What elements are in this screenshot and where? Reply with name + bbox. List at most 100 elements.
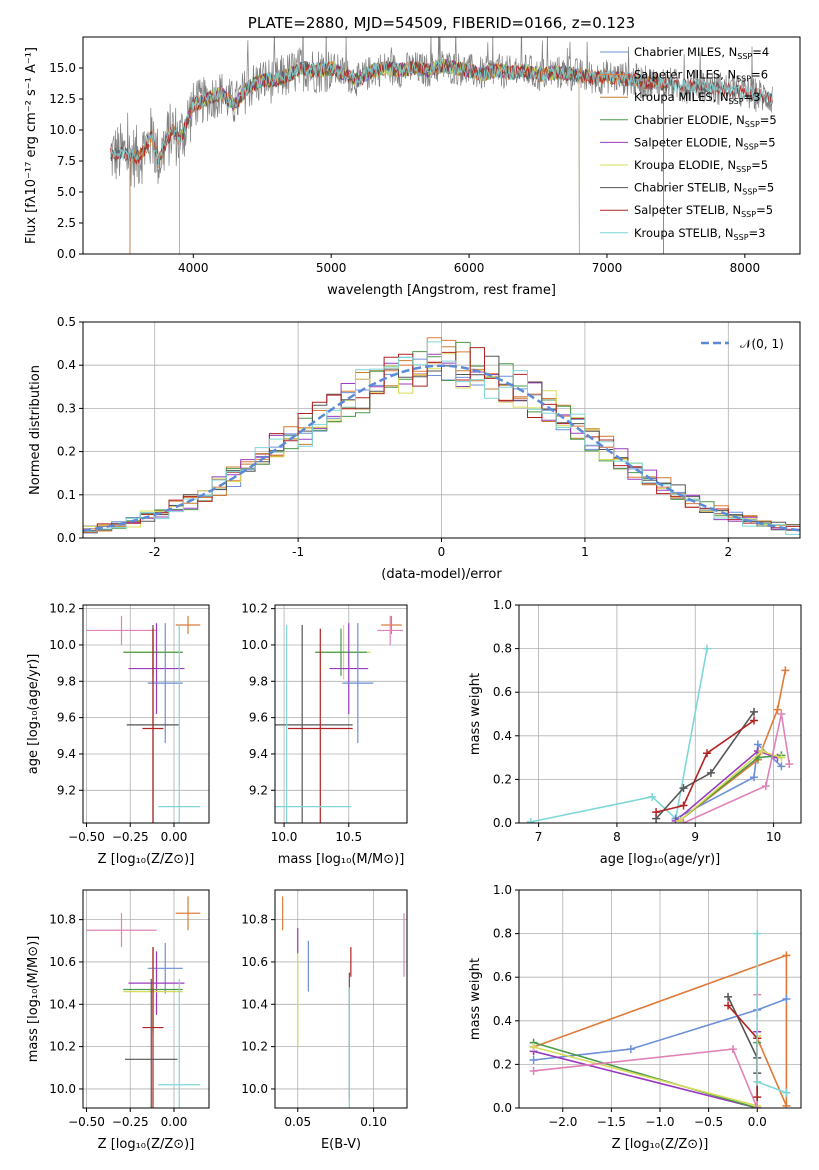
x-axis-label: (data-model)/error [381,567,502,582]
y-tick-label: 9.4 [249,747,268,761]
legend-entry: Chabrier STELIB, NSSP=5 [634,181,774,197]
data-point-marker [652,808,661,817]
spectrum-panel: 4000 5000 6000 7000 8000 0.0 2.5 5.0 7.5 10.0 12.5… [24,14,801,298]
data-point-marker [782,995,791,1003]
y-tick-label: 12.5 [49,92,76,106]
mass-weight-line [530,648,708,823]
x-tick-label: −2.0 [548,1115,577,1129]
y-tick-label: 10.0 [241,638,268,652]
y-axis-label: mass weight [468,673,483,755]
mass-weight-line [533,1036,759,1107]
y-tick-label: 9.8 [57,674,76,688]
y-tick-label: 0.2 [493,1057,512,1071]
legend-entry: Chabrier MILES, NSSP=4 [634,45,769,61]
x-tick-label: −0.50 [68,830,105,844]
data-point-marker [782,1101,791,1108]
x-tick-label: 7000 [592,261,623,275]
data-point-marker [679,801,688,810]
y-tick-label: 9.2 [57,783,76,797]
data-point-marker [782,951,791,960]
legend-entry: Salpeter ELODIE, NSSP=5 [634,135,776,151]
y-tick-label: 0.0 [57,247,76,261]
x-tick-label: 0.10 [360,1115,387,1129]
mass-weight-line [655,719,755,813]
plot-area [83,322,800,538]
data-point-marker [777,710,786,718]
x-axis-label: mass [log₁₀(M/M⊙)] [278,852,405,867]
plot-area [110,37,773,254]
x-tick-label: 10 [766,830,781,844]
data-point-marker [703,644,711,653]
y-tick-label: 10.0 [49,1082,76,1096]
legend-entry: Salpeter MILES, NSSP=6 [634,68,768,84]
data-point-marker [728,1045,737,1054]
y-tick-label: 10.2 [241,1040,268,1054]
x-tick-label: −0.5 [694,1115,723,1129]
data-point-marker [782,1088,791,1097]
model-spectrum-line [110,58,773,166]
x-tick-label: 6000 [454,261,485,275]
y-tick-label: 15.0 [49,61,76,75]
x-axis-label: wavelength [Angstrom, rest frame] [327,283,556,298]
mass-weight-vs-metallicity-panel: −2.0 −1.5 −1.0 −0.5 0.0 0.0 0.2 0.4 0.6 0.8 1.0 Z [… [468,883,802,1152]
y-tick-label: 0.4 [493,1014,512,1028]
axes-frame [82,889,210,1109]
data-point-marker [753,1104,762,1108]
y-tick-label: 10.2 [241,602,268,616]
y-tick-label: 9.2 [249,783,268,797]
y-tick-label: 10.8 [241,913,268,927]
residual-histogram-panel: -2 -1 0 1 2 0.0 0.1 0.2 0.3 0.4 0.5 (data-model)/er… [28,315,801,582]
data-point-marker [777,762,786,771]
x-tick-label: 1 [581,545,589,559]
data-point-marker [679,784,688,793]
y-tick-label: 0.0 [57,531,76,545]
y-tick-label: 0.5 [57,315,76,329]
y-tick-label: 7.5 [57,154,76,168]
legend-entry: Kroupa MILES, NSSP=3 [634,90,760,106]
legend-entry: Kroupa ELODIE, NSSP=5 [634,158,768,174]
mass-vs-metallicity-panel: −0.50 −0.25 0.00 10.0 10.2 10.4 10.6 10.8 Z [log… [26,889,210,1152]
x-tick-label: 5000 [316,261,347,275]
data-point-marker [526,817,535,823]
data-point-marker [750,707,758,716]
y-tick-label: 10.0 [241,1082,268,1096]
age-vs-metallicity-panel: −0.50 −0.25 0.00 9.2 9.4 9.6 9.8 10.0 10.2 Z [log… [26,602,210,867]
mass-weight-line [727,996,759,1074]
x-tick-label: −0.25 [112,1115,149,1129]
age-vs-mass-panel: 10.0 10.5 9.2 9.4 9.6 9.8 10.0 10.2 mass [log₁₀(… [241,602,408,867]
mass-weight-line [655,711,755,820]
y-axis-label: Normed distribution [28,365,43,495]
data-point-marker [750,716,758,725]
data-point-marker [724,1001,733,1010]
x-tick-label: −1.0 [645,1115,674,1129]
data-point-marker [757,747,766,756]
y-tick-label: 0.0 [493,816,512,830]
x-tick-label: 7 [535,830,543,844]
data-point-marker [648,792,657,801]
y-tick-label: 10.4 [49,997,76,1011]
y-tick-label: 0.8 [493,927,512,941]
y-axis-label: mass weight [468,958,483,1040]
mass-weight-vs-age-panel: 7 8 9 10 0.0 0.2 0.4 0.6 0.8 1.0 age [log₁₀(age/yr… [468,598,802,867]
y-tick-label: 10.4 [241,997,268,1011]
x-tick-label: 0.00 [161,1115,188,1129]
x-tick-label: 0.0 [748,1115,767,1129]
axes-frame [518,604,802,824]
data-point-marker [675,816,684,823]
y-tick-label: 1.0 [493,598,512,612]
data-point-marker [781,666,790,675]
x-tick-label: 9 [691,830,699,844]
axes-frame [274,604,408,824]
model-spectrum-line [129,58,664,254]
chart-title: PLATE=2880, MJD=54509, FIBERID=0166, z=0… [248,14,635,32]
data-point-marker [753,1093,762,1102]
plot-area [519,890,801,1108]
mass-weight-line [533,998,787,1061]
x-tick-label: 8000 [730,261,761,275]
x-axis-label: age [log₁₀(age/yr)] [600,852,721,867]
data-point-marker [706,768,715,777]
mass-weight-line [679,670,787,822]
data-point-marker [773,705,782,714]
y-tick-label: 10.0 [49,123,76,137]
